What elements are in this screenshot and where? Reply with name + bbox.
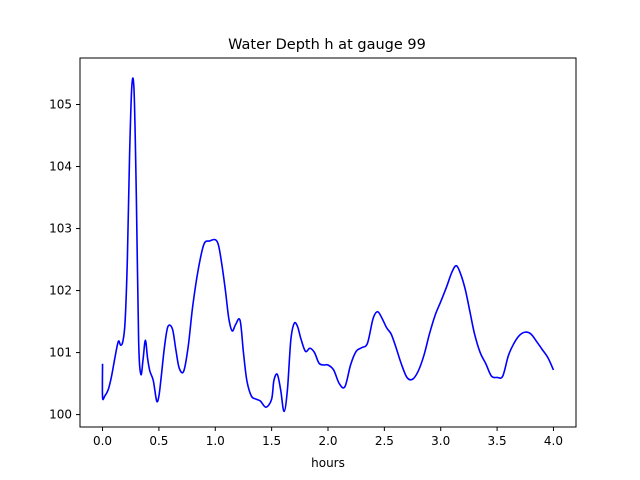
x-tick-label: 0.5: [149, 434, 168, 448]
y-tick-label: 102: [49, 284, 72, 298]
x-axis-label: hours: [311, 456, 345, 470]
x-tick-label: 2.5: [375, 434, 394, 448]
x-tick-label: 2.0: [318, 434, 337, 448]
x-tick-label: 3.5: [488, 434, 507, 448]
x-tick-label: 0.0: [93, 434, 112, 448]
series-line: [101, 77, 555, 413]
y-axis: 100 101 102 103 104 105: [49, 98, 80, 422]
y-tick-label: 104: [49, 160, 72, 174]
x-axis: 0.0 0.5 1.0 1.5 2.0 2.5 3.0 3.5 4.0: [93, 427, 563, 448]
y-tick-label: 103: [49, 222, 72, 236]
y-tick-label: 100: [49, 408, 72, 422]
x-tick-label: 1.5: [262, 434, 281, 448]
y-tick-label: 105: [49, 98, 72, 112]
x-tick-label: 1.0: [206, 434, 225, 448]
plot-area: [101, 77, 555, 413]
chart-title: Water Depth h at gauge 99: [228, 37, 426, 53]
y-tick-label: 101: [49, 346, 72, 360]
axes-frame: [79, 57, 577, 428]
x-tick-label: 3.0: [431, 434, 450, 448]
x-tick-label: 4.0: [544, 434, 563, 448]
